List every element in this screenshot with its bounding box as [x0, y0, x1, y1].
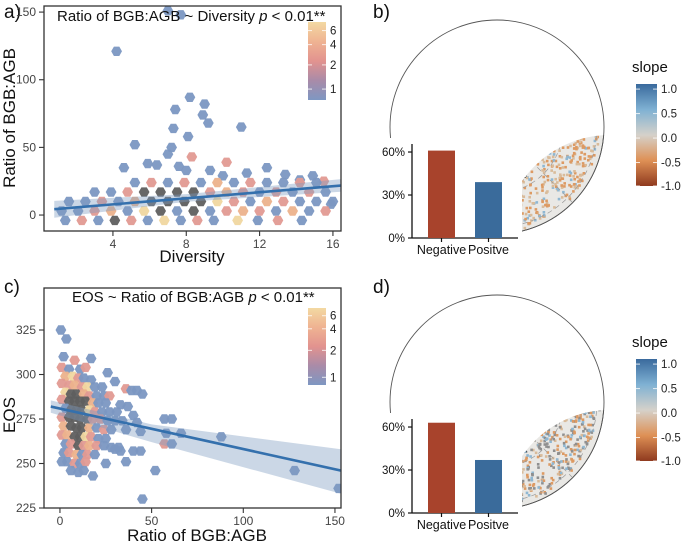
- svg-text:150: 150: [16, 5, 36, 19]
- panel-title-a: Ratio of BGB:AGB ~ Diversity p < 0.01**: [57, 8, 326, 25]
- bar-positve-b: [475, 182, 502, 238]
- slope-legend-title-b: slope: [632, 59, 668, 76]
- svg-text:1.0: 1.0: [661, 84, 677, 96]
- plot-area-a: [54, 6, 341, 226]
- bar-negative-d: [428, 422, 455, 513]
- plot-border-c: [43, 287, 342, 509]
- svg-text:0.0: 0.0: [661, 408, 677, 420]
- svg-text:325: 325: [16, 323, 36, 337]
- slope-legend-d: slope 1.0 0.5 0.0 -0.5 -1.0: [632, 334, 681, 468]
- slope-colorbar-d: [636, 359, 657, 461]
- svg-text:250: 250: [16, 457, 36, 471]
- svg-text:2: 2: [330, 60, 336, 72]
- svg-text:50: 50: [145, 514, 159, 528]
- count-colorbar-c: [308, 308, 326, 385]
- svg-text:-1.0: -1.0: [661, 456, 681, 468]
- regression-line-a: [54, 184, 341, 211]
- svg-text:60%: 60%: [382, 147, 405, 159]
- svg-text:100: 100: [233, 514, 253, 528]
- svg-text:1.0: 1.0: [661, 359, 677, 371]
- axis-ticks-c: 0 50 100 150 225 250 275 300 325: [16, 323, 345, 528]
- svg-text:0.0: 0.0: [661, 133, 677, 145]
- bar-label-b: Negative: [417, 243, 466, 257]
- svg-text:0%: 0%: [388, 508, 405, 520]
- plot-border-a: [43, 5, 342, 232]
- svg-text:2: 2: [330, 345, 336, 357]
- y-axis-label-c: EOS: [0, 397, 19, 433]
- panel-label-a: a): [4, 2, 21, 23]
- inset-bar-chart-b: 0% 30% 60% Negative Positve: [370, 138, 522, 262]
- plot-area-c: [50, 325, 341, 504]
- svg-text:-0.5: -0.5: [661, 158, 681, 170]
- svg-text:60%: 60%: [382, 422, 405, 434]
- count-colorbar-a: [308, 22, 326, 100]
- hexbin-points-a: [56, 6, 339, 226]
- svg-text:150: 150: [325, 514, 345, 528]
- svg-text:8: 8: [183, 237, 190, 251]
- bar-label-b: Positve: [468, 243, 509, 257]
- bar-label-d: Negative: [417, 518, 466, 532]
- slope-legend-title-d: slope: [632, 334, 668, 351]
- svg-text:275: 275: [16, 412, 36, 426]
- svg-text:50: 50: [23, 140, 37, 154]
- svg-text:225: 225: [16, 501, 36, 515]
- svg-text:30%: 30%: [382, 465, 405, 477]
- svg-text:-1.0: -1.0: [661, 181, 681, 193]
- hexbin-points-c: [55, 325, 341, 504]
- bar-negative-b: [428, 150, 455, 238]
- svg-text:1: 1: [330, 372, 336, 384]
- svg-text:0%: 0%: [388, 233, 405, 245]
- y-axis-label-a: Ratio of BGB:AGB: [0, 48, 19, 188]
- slope-colorbar-b: [636, 84, 657, 186]
- svg-text:30%: 30%: [382, 190, 405, 202]
- regression-line-c: [50, 405, 341, 472]
- svg-text:0: 0: [57, 514, 64, 528]
- panel-label-b: b): [373, 2, 390, 23]
- panel-label-d: d): [373, 277, 390, 298]
- svg-text:16: 16: [326, 237, 340, 251]
- scatter-panel-c: 0 50 100 150 225 250 275 300 325 Ratio of BGB:AGB…: [0, 287, 345, 545]
- svg-text:0.5: 0.5: [661, 109, 677, 121]
- x-axis-label-c: Ratio of BGB:AGB: [127, 526, 267, 545]
- svg-text:6: 6: [330, 311, 336, 323]
- svg-text:4: 4: [330, 324, 337, 336]
- svg-text:6: 6: [330, 26, 336, 38]
- bar-positve-d: [475, 459, 502, 513]
- slope-legend-b: slope 1.0 0.5 0.0 -0.5 -1.0: [632, 59, 681, 193]
- bar-label-d: Positve: [468, 518, 509, 532]
- panel-title-c: EOS ~ Ratio of BGB:AGB p < 0.01**: [72, 289, 315, 306]
- svg-text:4: 4: [110, 237, 117, 251]
- svg-text:-0.5: -0.5: [661, 433, 681, 445]
- x-axis-label-a: Diversity: [159, 247, 225, 266]
- svg-text:300: 300: [16, 368, 36, 382]
- svg-text:100: 100: [16, 73, 36, 87]
- svg-text:4: 4: [330, 40, 337, 52]
- svg-text:0: 0: [29, 208, 36, 222]
- svg-text:0.5: 0.5: [661, 384, 677, 396]
- panel-label-c: c): [4, 277, 20, 298]
- svg-text:12: 12: [253, 237, 267, 251]
- svg-text:1: 1: [330, 84, 336, 96]
- inset-bar-chart-d: 0% 30% 60% Negative Positve: [370, 413, 522, 537]
